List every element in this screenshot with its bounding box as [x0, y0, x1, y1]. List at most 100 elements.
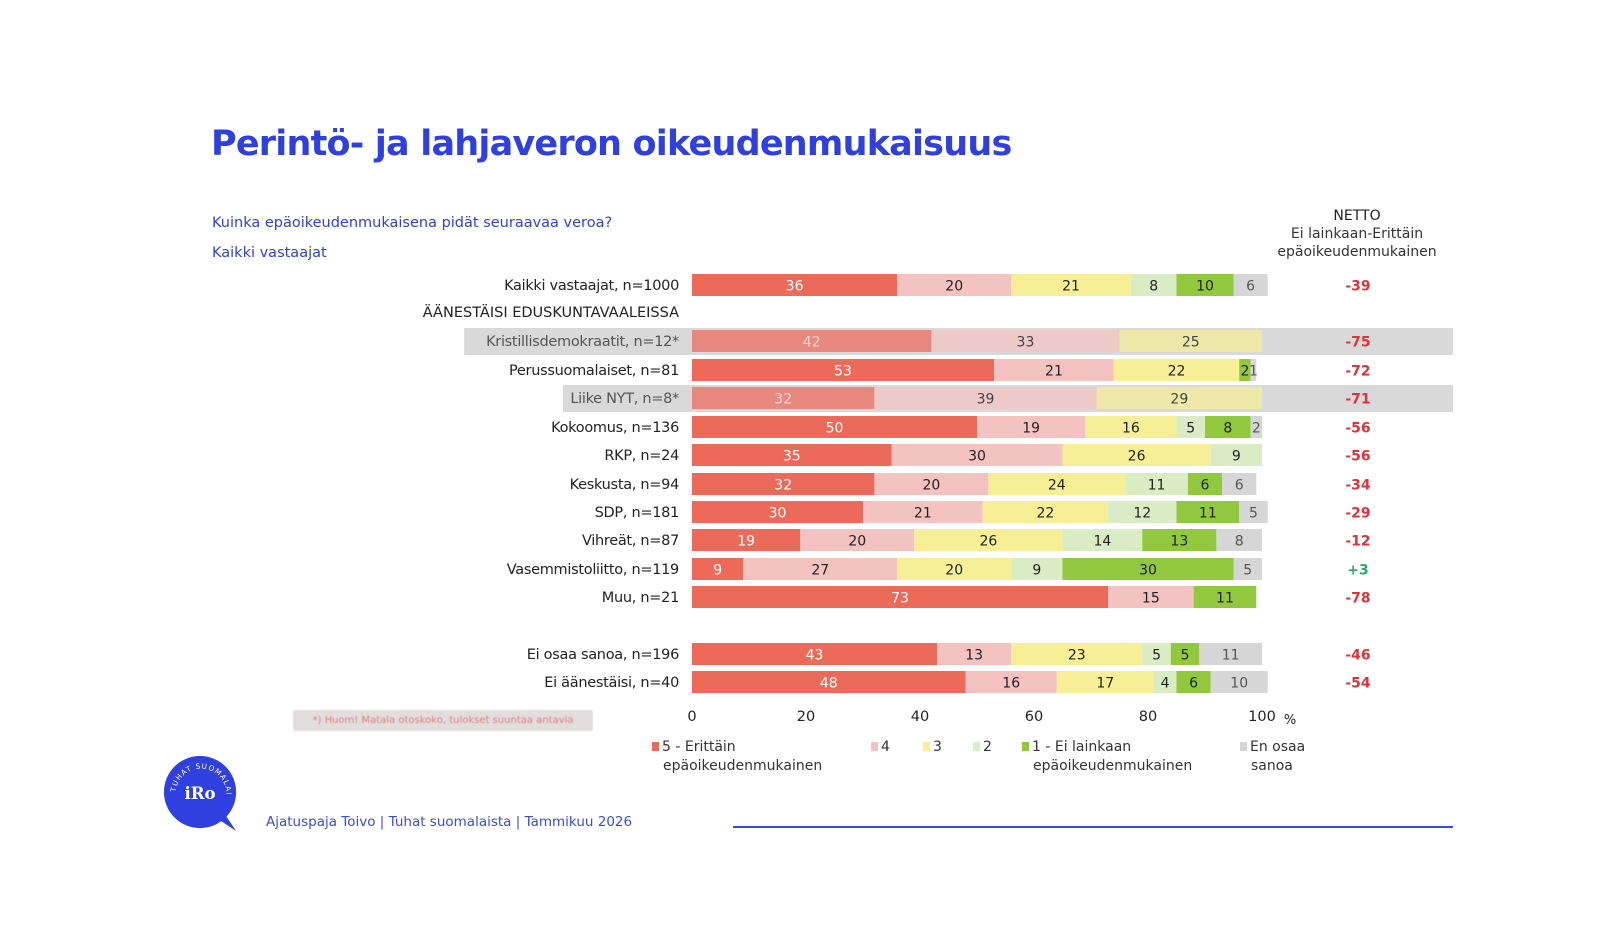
bar-segment-c2 [1130, 274, 1177, 296]
bar-segment-c4 [863, 501, 983, 523]
x-tick-label: 100 [1248, 709, 1276, 725]
bar-segment-ceos [1250, 416, 1262, 438]
bar-segment-c3 [988, 473, 1126, 495]
bar-segment-c2 [1062, 529, 1143, 551]
bar-segment-c3 [1062, 444, 1211, 466]
data-label: 2 [1252, 421, 1261, 437]
x-tick-label: 0 [687, 709, 696, 725]
bar-segment-ceos [1222, 473, 1257, 495]
data-label: 5 [1249, 506, 1258, 522]
netto-header-line3: epäoikeudenmukainen [1277, 244, 1437, 260]
bar-segment-c4 [800, 529, 915, 551]
bar-segment-c1 [1187, 473, 1223, 495]
data-label: 20 [945, 563, 963, 579]
bar-segment-c3 [1113, 359, 1240, 381]
question-text: Kuinka epäoikeudenmukaisena pidät seuraa… [212, 215, 613, 231]
x-tick-label: 20 [797, 709, 815, 725]
data-label: 4 [1161, 676, 1170, 692]
bar-segment-c5 [692, 501, 863, 523]
bar-segment-c4 [977, 416, 1086, 438]
netto-value: -39 [1345, 279, 1370, 295]
legend-item-c4: 4 [871, 738, 890, 757]
bar-segment-c5 [692, 330, 932, 352]
bar-segment-c1 [1062, 558, 1234, 580]
netto-header-title: NETTO [1333, 208, 1381, 224]
netto-value: -54 [1345, 676, 1371, 692]
row-label: Liike NYT, n=8* [570, 391, 679, 407]
low-sample-footnote: *) Huom! Matala otoskoko, tulokset suunt… [293, 710, 593, 731]
bar-segment-c1 [1239, 359, 1251, 381]
data-label: 26 [979, 534, 997, 550]
legend-label: 5 - Erittäin [662, 739, 736, 755]
data-label: 14 [1093, 534, 1111, 550]
data-label: 26 [1128, 449, 1146, 465]
data-label: 30 [1139, 563, 1157, 579]
netto-value: -72 [1345, 364, 1370, 380]
data-label: 35 [783, 449, 801, 465]
data-label: 6 [1201, 478, 1210, 494]
bar-segment-c4 [931, 330, 1120, 352]
bar-segment-ceos [1210, 671, 1268, 693]
legend-swatch [923, 742, 930, 751]
data-label: 36 [786, 279, 804, 295]
bar-segment-c3 [982, 501, 1109, 523]
bar-segment-c4 [891, 444, 1063, 466]
bar-segment-c4 [1108, 586, 1194, 608]
row-label: Muu, n=21 [602, 590, 679, 606]
bar-segment-c2 [1011, 558, 1063, 580]
data-label: 73 [891, 591, 909, 607]
netto-value: +3 [1347, 563, 1368, 579]
bar-segment-ceos [1216, 529, 1262, 551]
legend-label-line2: sanoa [1251, 758, 1293, 774]
netto-value: -56 [1345, 421, 1370, 437]
data-label: 9 [1032, 563, 1041, 579]
legend-item-ceos: En osaa sanoa [1240, 738, 1305, 776]
row-label: Vihreät, n=87 [582, 533, 679, 549]
data-label: 30 [968, 449, 986, 465]
data-label: 20 [945, 279, 963, 295]
bar-segment-c1 [1170, 643, 1200, 665]
netto-value: -46 [1345, 648, 1370, 664]
bar-segment-c5 [692, 529, 801, 551]
bar-segment-c3 [1096, 387, 1262, 409]
bar-segment-c2 [1153, 671, 1177, 693]
data-label: 6 [1235, 478, 1244, 494]
data-label: 21 [1045, 364, 1063, 380]
page-title: Perintö- ja lahjaveron oikeudenmukaisuus [211, 124, 1012, 164]
footer-source: Ajatuspaja Toivo | Tuhat suomalaista | T… [266, 814, 633, 830]
legend-label: En osaa [1250, 739, 1306, 755]
bar-segment-c5 [692, 643, 938, 665]
data-label: 12 [1133, 506, 1151, 522]
bar-segment-c5 [692, 558, 744, 580]
bar-segment-c5 [692, 473, 875, 495]
row-label: Ei äänestäisi, n=40 [544, 675, 679, 691]
bar-segment-ceos [1239, 501, 1268, 523]
bar-segment-c3 [1011, 643, 1143, 665]
legend-item-c5: 5 - Erittäin epäoikeudenmukainen [652, 738, 822, 776]
row-label: RKP, n=24 [604, 448, 679, 464]
data-label: 50 [826, 421, 844, 437]
data-label: 32 [774, 478, 792, 494]
legend-label-line2: epäoikeudenmukainen [663, 758, 823, 774]
netto-value: -56 [1345, 449, 1370, 465]
data-label: 11 [1199, 506, 1217, 522]
data-label: 42 [803, 335, 821, 351]
data-label: 16 [1002, 676, 1020, 692]
data-label: 9 [1232, 449, 1241, 465]
bar-segment-c5 [692, 274, 898, 296]
netto-value: -12 [1345, 534, 1370, 550]
data-label: 8 [1149, 279, 1158, 295]
footer-divider [733, 826, 1453, 828]
bar-segment-c4 [874, 473, 989, 495]
bar-segment-c4 [897, 274, 1012, 296]
legend-label: 3 [933, 739, 942, 755]
bar-segment-c5 [692, 586, 1109, 608]
data-label: 24 [1048, 478, 1066, 494]
data-label: 5 [1243, 563, 1252, 579]
data-label: 22 [1168, 364, 1186, 380]
legend-item-c3: 3 [923, 738, 942, 757]
netto-value: -78 [1345, 591, 1370, 607]
netto-value: -29 [1345, 506, 1370, 522]
data-label: 1 [1249, 364, 1258, 380]
bar-segment-c3 [1056, 671, 1154, 693]
